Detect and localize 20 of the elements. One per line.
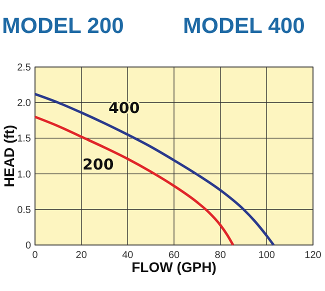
x-tick-label: 0: [32, 250, 38, 261]
x-tick-label: 60: [168, 250, 180, 261]
y-tick-label: 2.0: [17, 98, 32, 110]
y-tick-label: 1.5: [17, 134, 32, 145]
x-axis-title: FLOW (GPH): [132, 259, 216, 275]
x-tick-label: 120: [304, 250, 322, 261]
line-series: [34, 116, 234, 246]
text: MODEL 200: [2, 13, 124, 38]
series-label: 200: [82, 155, 114, 174]
x-tick-label: 20: [76, 250, 88, 261]
text: MODEL 400: [183, 13, 305, 38]
x-tick-label: 100: [258, 250, 276, 261]
line-series: [34, 92, 275, 246]
y-axis-title: HEAD (ft): [1, 124, 17, 188]
y-tick-label: 2.5: [17, 62, 32, 74]
y-tick-label: 1.0: [17, 169, 32, 180]
x-tick-label: 40: [122, 250, 134, 261]
y-tick-label: 0: [25, 240, 32, 252]
x-tick-label: 80: [214, 250, 226, 261]
y-tick-label: 0.5: [17, 204, 32, 216]
